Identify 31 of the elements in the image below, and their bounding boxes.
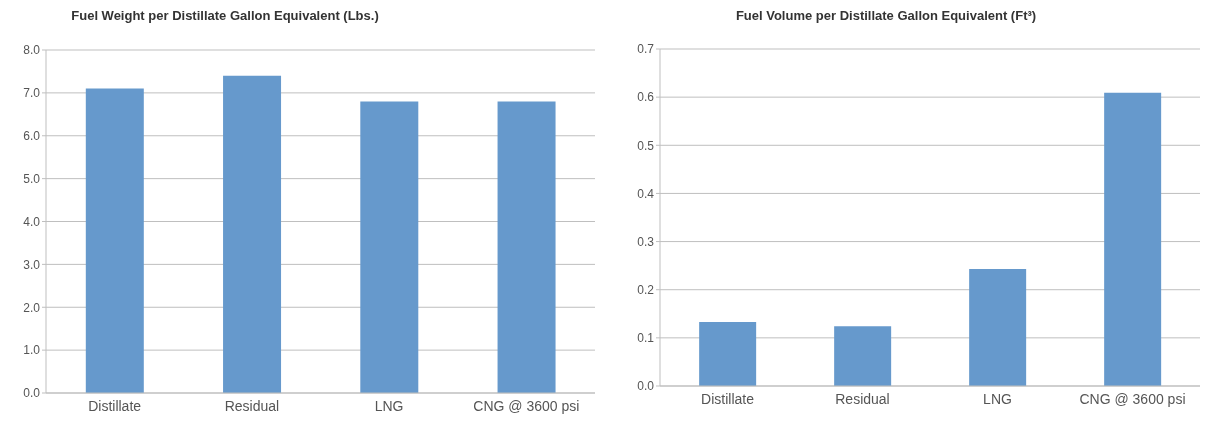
y-tick-label: 4.0 [23, 214, 41, 229]
y-tick-label: 0.4 [637, 186, 655, 201]
y-tick-label: 2.0 [23, 300, 41, 315]
y-tick-label: 0.0 [23, 386, 41, 401]
bar [1104, 92, 1162, 386]
y-tick-label: 0.0 [637, 379, 655, 394]
chart-title: Fuel Weight per Distillate Gallon Equivalent (Lbs.) [70, 8, 380, 23]
y-tick-label: 1.0 [23, 343, 41, 358]
bar [699, 321, 757, 386]
x-tick-label: CNG @ 3600 psi [1079, 390, 1186, 407]
x-tick-label: Distillate [88, 397, 142, 414]
y-tick-label: 5.0 [23, 171, 41, 186]
y-tick-label: 3.0 [23, 257, 41, 272]
bar [834, 326, 892, 386]
y-tick-label: 0.2 [637, 282, 655, 297]
x-tick-label: LNG [983, 390, 1012, 407]
chart-title: Fuel Volume per Distillate Gallon Equivalent (Ft³) [734, 8, 1038, 23]
y-tick-label: 0.6 [637, 90, 655, 105]
y-tick-label: 0.1 [637, 331, 655, 346]
y-tick-label: 0.5 [637, 138, 655, 153]
bar [969, 269, 1027, 386]
y-tick-label: 0.7 [637, 42, 655, 57]
y-tick-label: 7.0 [23, 86, 41, 101]
x-tick-label: Distillate [701, 390, 755, 407]
y-tick-label: 6.0 [23, 129, 41, 144]
x-tick-label: LNG [374, 397, 404, 414]
x-tick-label: Residual [224, 397, 280, 414]
y-tick-label: 0.3 [637, 234, 655, 249]
x-tick-label: CNG @ 3600 psi [473, 397, 580, 414]
x-tick-label: Residual [835, 390, 890, 407]
y-tick-label: 8.0 [23, 43, 41, 58]
